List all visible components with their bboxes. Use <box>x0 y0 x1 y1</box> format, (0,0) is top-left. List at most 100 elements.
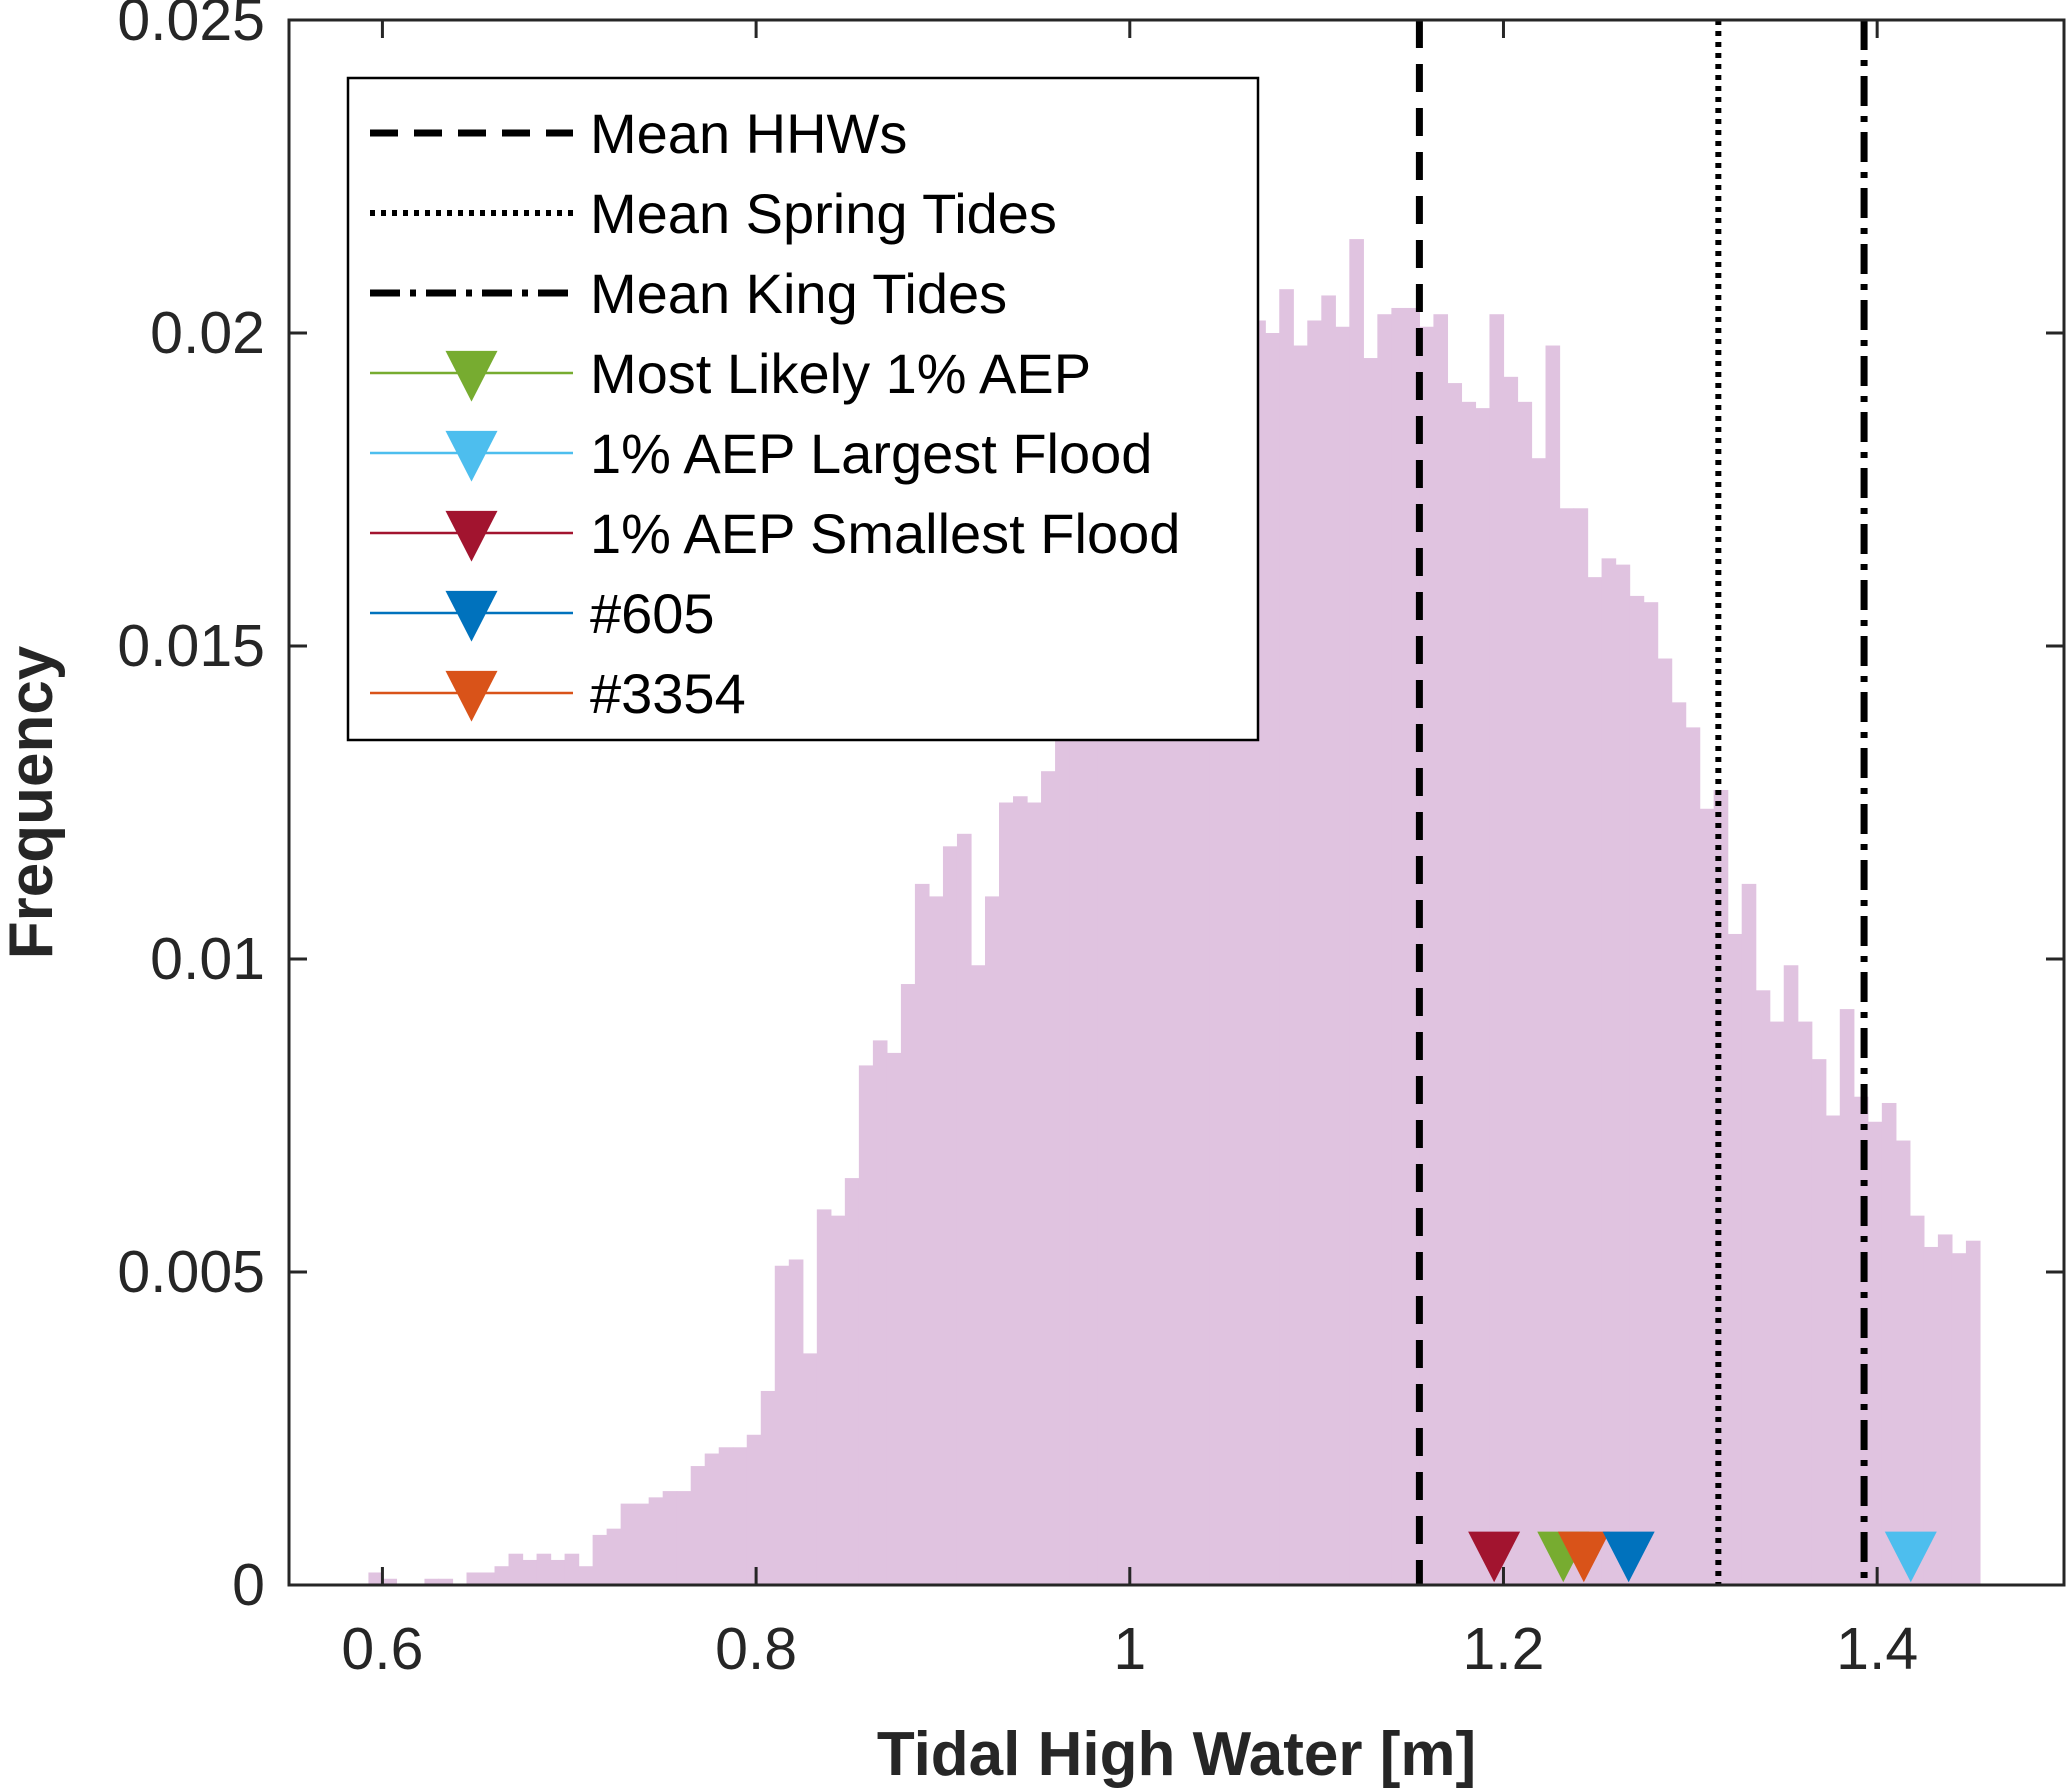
histogram-bar <box>999 802 1014 1585</box>
flood-markers <box>1468 1531 1937 1583</box>
x-axis-label: Tidal High Water [m] <box>877 1720 1476 1789</box>
histogram-bar <box>690 1466 706 1585</box>
histogram-bar <box>1741 883 1757 1585</box>
histogram-bar <box>1545 345 1561 1585</box>
histogram-bar <box>494 1566 510 1585</box>
histogram-bar <box>774 1265 790 1585</box>
histogram-bar <box>872 1040 888 1585</box>
histogram-bar <box>1951 1253 1967 1585</box>
histogram-bar <box>466 1572 482 1585</box>
x-tick-label: 1.2 <box>1462 1616 1544 1682</box>
histogram-bar <box>1391 307 1406 1586</box>
histogram-bar <box>1139 520 1154 1585</box>
histogram-bar <box>718 1447 734 1585</box>
histogram-bar <box>620 1503 636 1585</box>
histogram-bar <box>1097 646 1112 1585</box>
histogram-bar <box>1573 508 1589 1585</box>
histogram-bar <box>676 1491 692 1585</box>
histogram-bar <box>1531 458 1547 1586</box>
histogram-bar <box>956 833 972 1585</box>
histogram-bar <box>1517 401 1533 1585</box>
histogram-bar <box>1559 508 1575 1585</box>
histogram-bar <box>816 1209 832 1585</box>
histogram-bar <box>1335 326 1350 1585</box>
histogram-bar <box>536 1553 552 1585</box>
x-tick-label: 0.8 <box>715 1616 797 1682</box>
histogram-bar <box>984 896 1000 1585</box>
legend-marker-6 <box>445 590 498 642</box>
histogram-bar <box>1279 289 1294 1586</box>
x-tick-label: 1.4 <box>1836 1616 1918 1682</box>
histogram-bar <box>1013 796 1028 1585</box>
histogram-bar <box>1755 990 1771 1585</box>
histogram-bar <box>928 896 944 1585</box>
histogram-bar <box>830 1215 846 1585</box>
histogram-bar <box>1055 739 1070 1585</box>
histogram-bar <box>1349 239 1364 1586</box>
legend-box <box>346 76 1260 742</box>
histogram-bar <box>900 984 916 1585</box>
histogram-bar <box>1475 408 1491 1585</box>
histogram-bar <box>1587 577 1603 1585</box>
histogram-bar <box>1685 727 1701 1585</box>
histogram-bar <box>858 1065 874 1585</box>
histogram-bar <box>1041 771 1056 1585</box>
histogram-bar <box>1965 1240 1981 1585</box>
histogram-bar <box>1881 1102 1897 1585</box>
histogram-bars <box>368 239 1981 1586</box>
histogram-bar <box>1811 1059 1827 1585</box>
flood-marker-3 <box>1602 1531 1655 1583</box>
histogram-bar <box>480 1572 496 1585</box>
legend-marker-3 <box>445 350 498 402</box>
y-tick-label: 0.01 <box>150 926 265 992</box>
histogram-bar <box>1643 602 1659 1585</box>
histogram-bar <box>886 1052 902 1585</box>
histogram-bar <box>1069 708 1084 1585</box>
histogram-bar <box>1433 314 1449 1586</box>
histogram-bar <box>732 1447 748 1585</box>
x-tick-label: 1 <box>1113 1616 1146 1682</box>
legend-label-5: 1% AEP Smallest Flood <box>590 502 1180 565</box>
histogram-bar <box>1125 583 1140 1585</box>
histogram-bar <box>1461 401 1477 1585</box>
legend-marker-4 <box>445 430 498 482</box>
legend-marker-5 <box>445 510 498 562</box>
histogram-bar <box>844 1178 860 1585</box>
histogram-bar <box>1377 314 1392 1586</box>
legend-label-6: #605 <box>590 582 715 645</box>
histogram-bar <box>508 1553 524 1585</box>
histogram-bar <box>1895 1140 1911 1585</box>
histogram-bar <box>1923 1246 1939 1585</box>
flood-marker-4 <box>1884 1531 1937 1583</box>
y-tick-label: 0 <box>232 1552 265 1618</box>
legend-label-1: Mean Spring Tides <box>590 182 1057 245</box>
legend-marker-7 <box>445 670 498 722</box>
histogram-bar <box>760 1390 776 1585</box>
histogram-bar <box>1447 383 1463 1586</box>
y-tick-label: 0.025 <box>117 0 265 53</box>
histogram-bar <box>1111 614 1126 1585</box>
histogram-bar <box>1937 1234 1953 1585</box>
flood-marker-0 <box>1468 1531 1521 1583</box>
histogram-bar <box>648 1497 664 1585</box>
reference-lines <box>1415 20 1868 1585</box>
histogram-bar <box>550 1559 566 1585</box>
y-axis-ticks: 0 0.005 0.01 0.015 0.02 0.025 <box>117 0 2064 1618</box>
histogram-bar <box>1839 1009 1855 1585</box>
legend-label-4: 1% AEP Largest Flood <box>590 422 1152 485</box>
x-tick-label: 0.6 <box>341 1616 423 1682</box>
histogram-bar <box>1699 808 1715 1585</box>
histogram-bar <box>1083 677 1098 1585</box>
histogram-bar <box>368 1572 384 1585</box>
histogram-bar <box>1027 802 1042 1585</box>
histogram-bar <box>592 1534 608 1585</box>
histogram-bar <box>1321 295 1336 1586</box>
histogram-bar <box>1419 326 1435 1585</box>
y-axis-label: Frequency <box>0 645 66 959</box>
legend-label-0: Mean HHWs <box>590 102 907 165</box>
histogram-bar <box>1629 595 1645 1585</box>
histogram-bar <box>382 1578 398 1585</box>
histogram-bar <box>1671 702 1687 1585</box>
histogram-bar <box>1293 345 1308 1585</box>
histogram-bar <box>914 883 930 1585</box>
